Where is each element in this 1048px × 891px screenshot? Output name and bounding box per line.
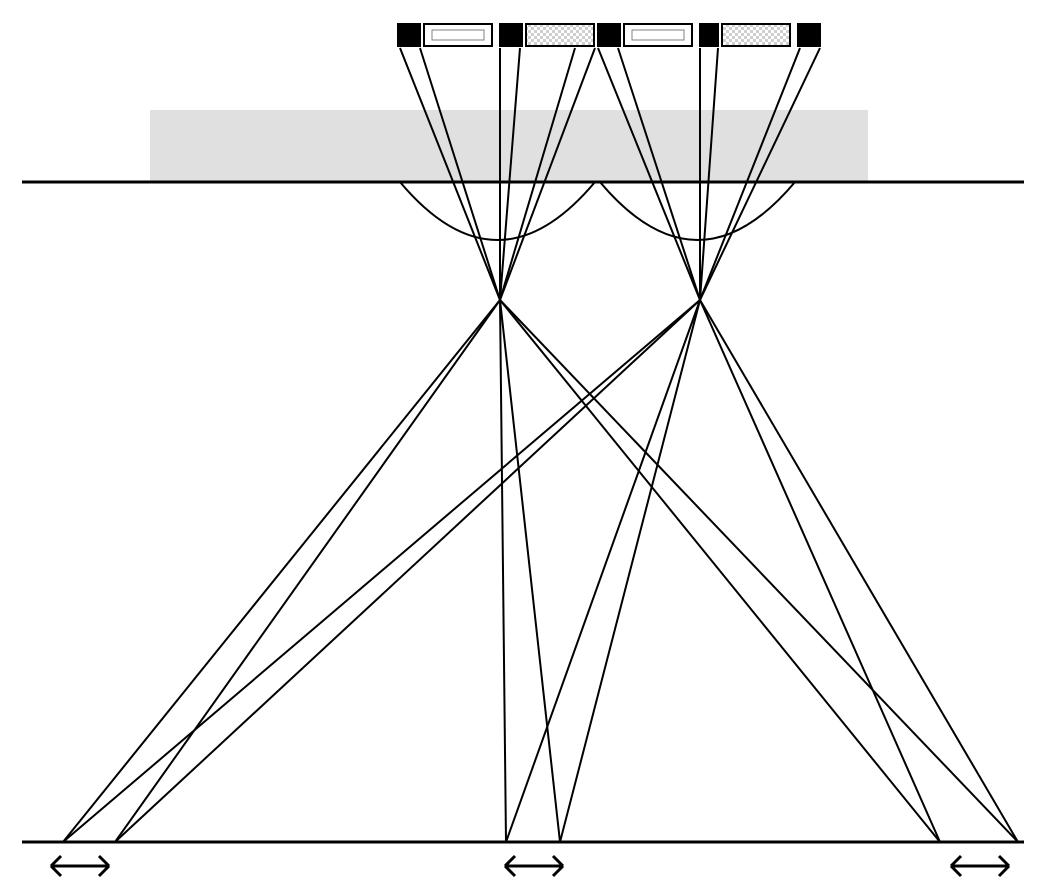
sensor-element-3: [526, 24, 594, 46]
lens-arc-0: [400, 182, 595, 240]
sensor-element-0: [398, 24, 420, 46]
double-arrow-1: [505, 856, 563, 876]
double-arrow-2: [951, 856, 1009, 876]
sensor-element-6: [700, 24, 718, 46]
sensor-element-4: [598, 24, 620, 46]
sensor-element-8: [798, 24, 820, 46]
sensor-element-2: [500, 24, 522, 46]
sensor-element-7: [722, 24, 790, 46]
double-arrow-0: [51, 856, 109, 876]
lens-arc-1: [600, 182, 795, 240]
optics-ray-diagram: [0, 0, 1048, 891]
